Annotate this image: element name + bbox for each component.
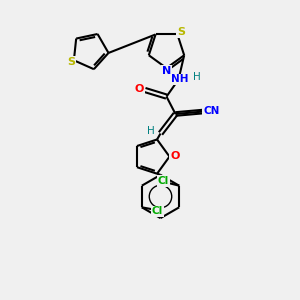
Text: CN: CN	[203, 106, 220, 116]
Text: S: S	[67, 57, 75, 67]
Text: H: H	[147, 126, 155, 136]
Text: Cl: Cl	[152, 206, 163, 217]
Text: NH: NH	[171, 74, 189, 85]
Text: H: H	[193, 71, 201, 82]
Text: O: O	[135, 83, 144, 94]
Text: S: S	[177, 27, 185, 37]
Text: N: N	[162, 66, 171, 76]
Text: O: O	[170, 151, 180, 161]
Text: Cl: Cl	[158, 176, 169, 186]
